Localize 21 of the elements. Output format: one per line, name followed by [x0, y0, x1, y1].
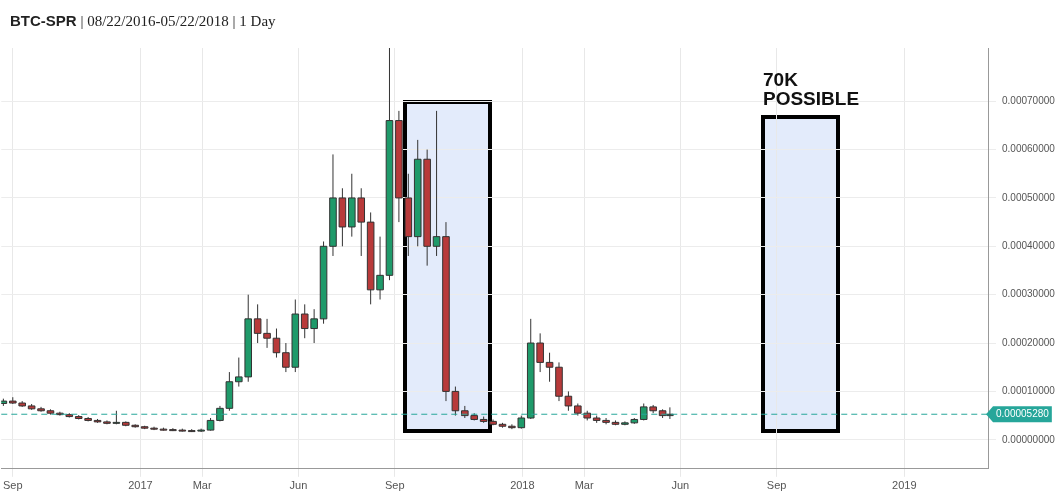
y-tick-label: 0.00010000	[1002, 385, 1056, 397]
y-tick-label: 0.00030000	[1002, 288, 1056, 300]
x-tick-label: 2017	[128, 479, 153, 492]
x-tick-label: Sep	[766, 479, 787, 492]
x-tick-label: Jun	[671, 479, 690, 492]
annotation: 70K POSSIBLE	[763, 69, 861, 109]
x-tick-label: Sep	[3, 479, 23, 492]
y-tick-label: 0.00040000	[1002, 240, 1056, 252]
x-tick-label: 2018	[510, 479, 535, 492]
y-tick-label: 0.00050000	[1002, 191, 1056, 203]
x-tick-label: Mar	[574, 479, 594, 492]
y-tick-label: 0.00060000	[1002, 143, 1056, 155]
y-tick-label: 0.00070000	[1002, 94, 1056, 106]
y-tick-label: 0.00020000	[1002, 336, 1056, 348]
chart-title: BTC-SPR | 08/22/2016-05/22/2018 | 1 Day	[10, 12, 276, 30]
x-tick-label: Mar	[192, 479, 212, 492]
x-tick-label: 2019	[892, 479, 917, 492]
y-tick-label: 0.00000000	[1002, 433, 1056, 445]
ref-line-label: 0.00005280	[996, 407, 1050, 419]
x-tick-label: Sep	[384, 479, 405, 492]
x-tick-label: Jun	[289, 479, 308, 492]
